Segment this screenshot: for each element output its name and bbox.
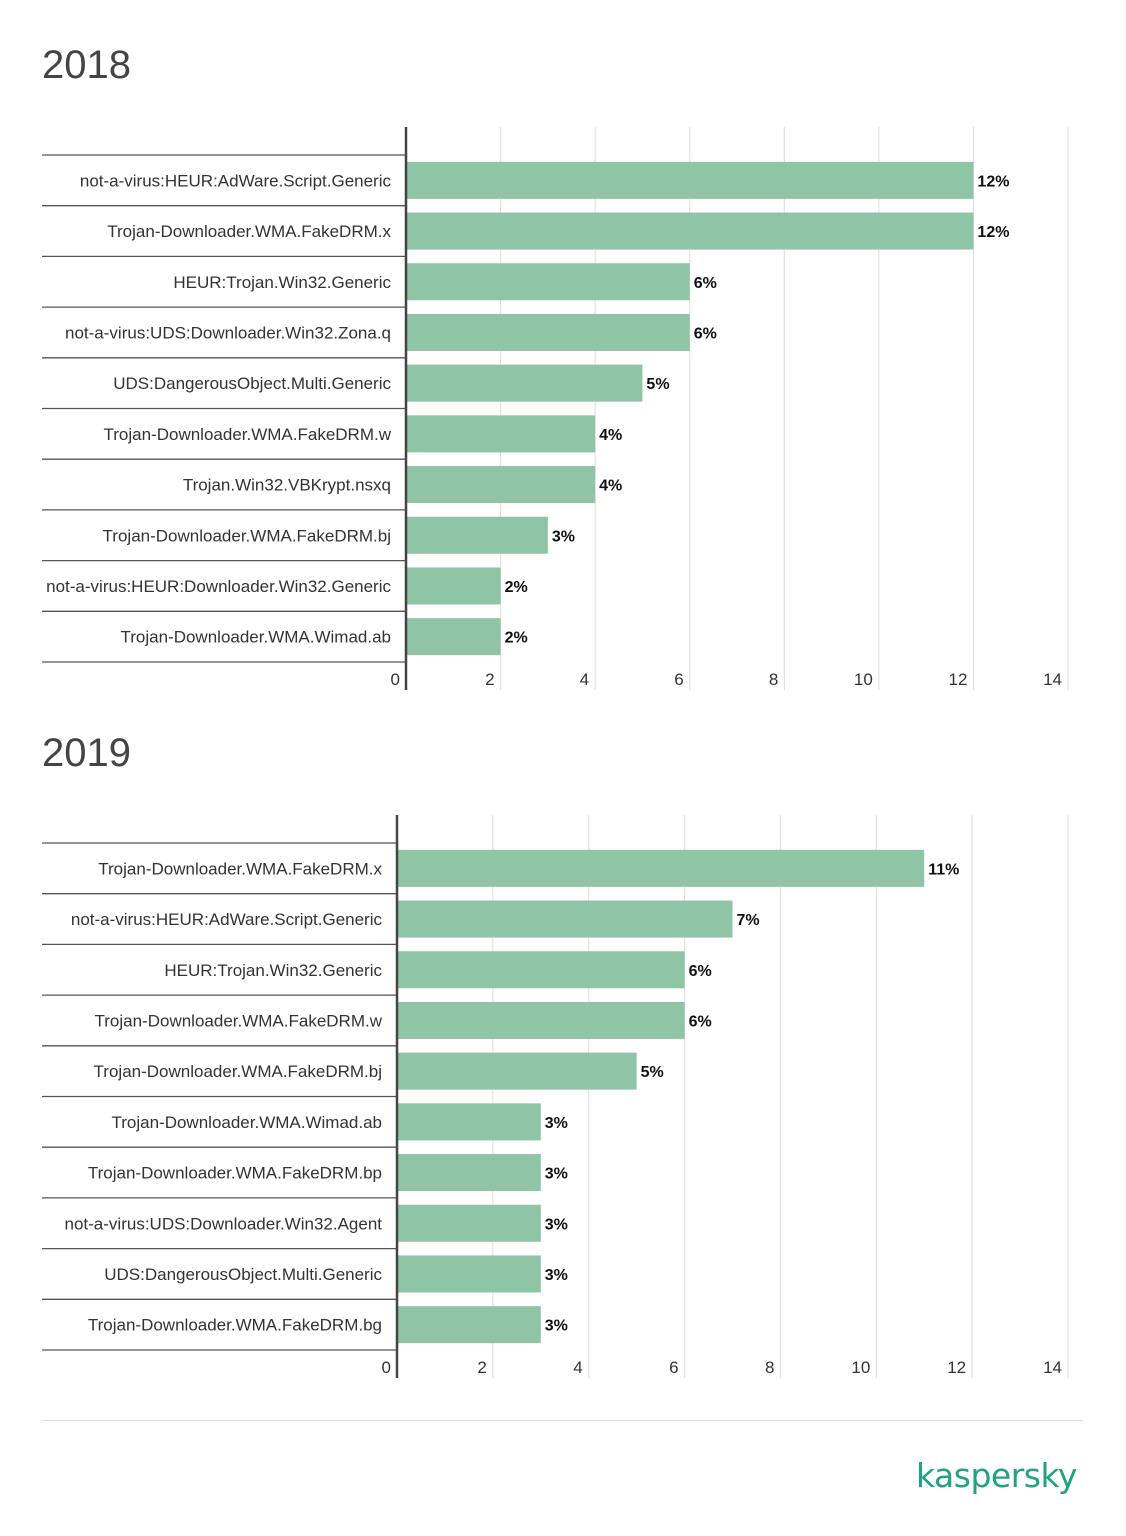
bar	[397, 900, 733, 938]
x-tick-label: 14	[1043, 670, 1062, 689]
category-label: Trojan-Downloader.WMA.FakeDRM.bg	[88, 1316, 382, 1335]
data-label: 6%	[694, 275, 717, 292]
category-label: Trojan-Downloader.WMA.FakeDRM.bj	[94, 1062, 382, 1081]
bar	[397, 849, 925, 887]
data-label: 12%	[977, 224, 1009, 241]
bar	[397, 1255, 541, 1293]
data-label: 2%	[505, 579, 528, 596]
data-label: 3%	[552, 528, 575, 545]
x-tick-label: 12	[947, 1358, 966, 1377]
data-label: 3%	[545, 1267, 568, 1284]
category-label: Trojan-Downloader.WMA.Wimad.ab	[120, 628, 391, 647]
data-label: 3%	[545, 1115, 568, 1132]
category-label: Trojan-Downloader.WMA.FakeDRM.w	[104, 425, 392, 444]
x-tick-label: 12	[949, 670, 968, 689]
bar	[397, 951, 685, 989]
data-label: 5%	[641, 1064, 664, 1081]
chart-title: 2019	[42, 731, 131, 775]
data-label: 3%	[545, 1216, 568, 1233]
chart-2018: 2018 0 2 4 6 8 10 12 14 12% not-a-virus:HEUR:AdWar…	[42, 43, 1069, 690]
x-tick-label: 6	[674, 670, 683, 689]
bar	[406, 618, 501, 656]
bar	[406, 567, 501, 605]
footer-divider	[42, 1420, 1083, 1421]
bar	[397, 1154, 541, 1192]
x-tick-label: 10	[854, 670, 873, 689]
bar	[406, 263, 690, 301]
bar	[397, 1001, 685, 1039]
bar	[397, 1103, 541, 1141]
data-label: 4%	[599, 427, 622, 444]
bar	[406, 313, 690, 351]
bar	[406, 466, 596, 504]
x-tick-label: 10	[851, 1358, 870, 1377]
x-tick-label: 4	[580, 670, 589, 689]
x-tick-label: 14	[1043, 1358, 1062, 1377]
category-label: Trojan-Downloader.WMA.FakeDRM.bj	[103, 526, 391, 545]
bar	[406, 212, 974, 250]
chart-title: 2018	[42, 43, 131, 87]
category-label: Trojan-Downloader.WMA.FakeDRM.x	[107, 222, 391, 241]
bar	[406, 161, 974, 199]
x-tick-label: 8	[769, 670, 778, 689]
category-label: Trojan-Downloader.WMA.FakeDRM.w	[95, 1011, 383, 1030]
category-label: HEUR:Trojan.Win32.Generic	[164, 961, 382, 980]
x-tick-label: 0	[391, 670, 400, 689]
category-label: Trojan.Win32.VBKrypt.nsxq	[183, 476, 391, 495]
category-label: Trojan-Downloader.WMA.FakeDRM.bp	[88, 1164, 382, 1183]
bar	[397, 1052, 637, 1090]
bar	[397, 1306, 541, 1344]
data-label: 12%	[977, 173, 1009, 190]
data-label: 3%	[545, 1166, 568, 1183]
data-label: 7%	[737, 912, 760, 929]
category-label: Trojan-Downloader.WMA.Wimad.ab	[111, 1113, 382, 1132]
category-label: not-a-virus:HEUR:AdWare.Script.Generic	[71, 910, 383, 929]
category-label: not-a-virus:UDS:Downloader.Win32.Agent	[65, 1214, 383, 1233]
category-label: HEUR:Trojan.Win32.Generic	[173, 273, 391, 292]
data-label: 6%	[689, 963, 712, 980]
category-label: not-a-virus:UDS:Downloader.Win32.Zona.q	[65, 323, 391, 342]
data-label: 4%	[599, 478, 622, 495]
bar	[397, 1204, 541, 1242]
data-label: 11%	[928, 861, 959, 878]
data-label: 6%	[694, 325, 717, 342]
x-tick-label: 2	[485, 670, 494, 689]
category-label: Trojan-Downloader.WMA.FakeDRM.x	[98, 859, 382, 878]
category-label: not-a-virus:HEUR:Downloader.Win32.Generi…	[46, 577, 391, 596]
data-label: 3%	[545, 1318, 568, 1335]
category-label: UDS:DangerousObject.Multi.Generic	[104, 1265, 382, 1284]
x-tick-label: 4	[573, 1358, 582, 1377]
x-tick-label: 2	[477, 1358, 486, 1377]
data-label: 2%	[505, 630, 528, 647]
category-label: UDS:DangerousObject.Multi.Generic	[113, 374, 391, 393]
x-tick-label: 8	[765, 1358, 774, 1377]
x-tick-label: 0	[382, 1358, 391, 1377]
kaspersky-logo: kaspersky	[916, 1456, 1077, 1495]
x-tick-label: 6	[669, 1358, 678, 1377]
chart-2019: 2019 0 2 4 6 8 10 12 14 11% Trojan-Downloader.WMA.…	[42, 731, 1069, 1378]
data-label: 6%	[689, 1013, 712, 1030]
data-label: 5%	[646, 376, 669, 393]
bar	[406, 364, 643, 402]
bar	[406, 415, 596, 453]
bar	[406, 516, 548, 554]
category-label: not-a-virus:HEUR:AdWare.Script.Generic	[80, 171, 392, 190]
